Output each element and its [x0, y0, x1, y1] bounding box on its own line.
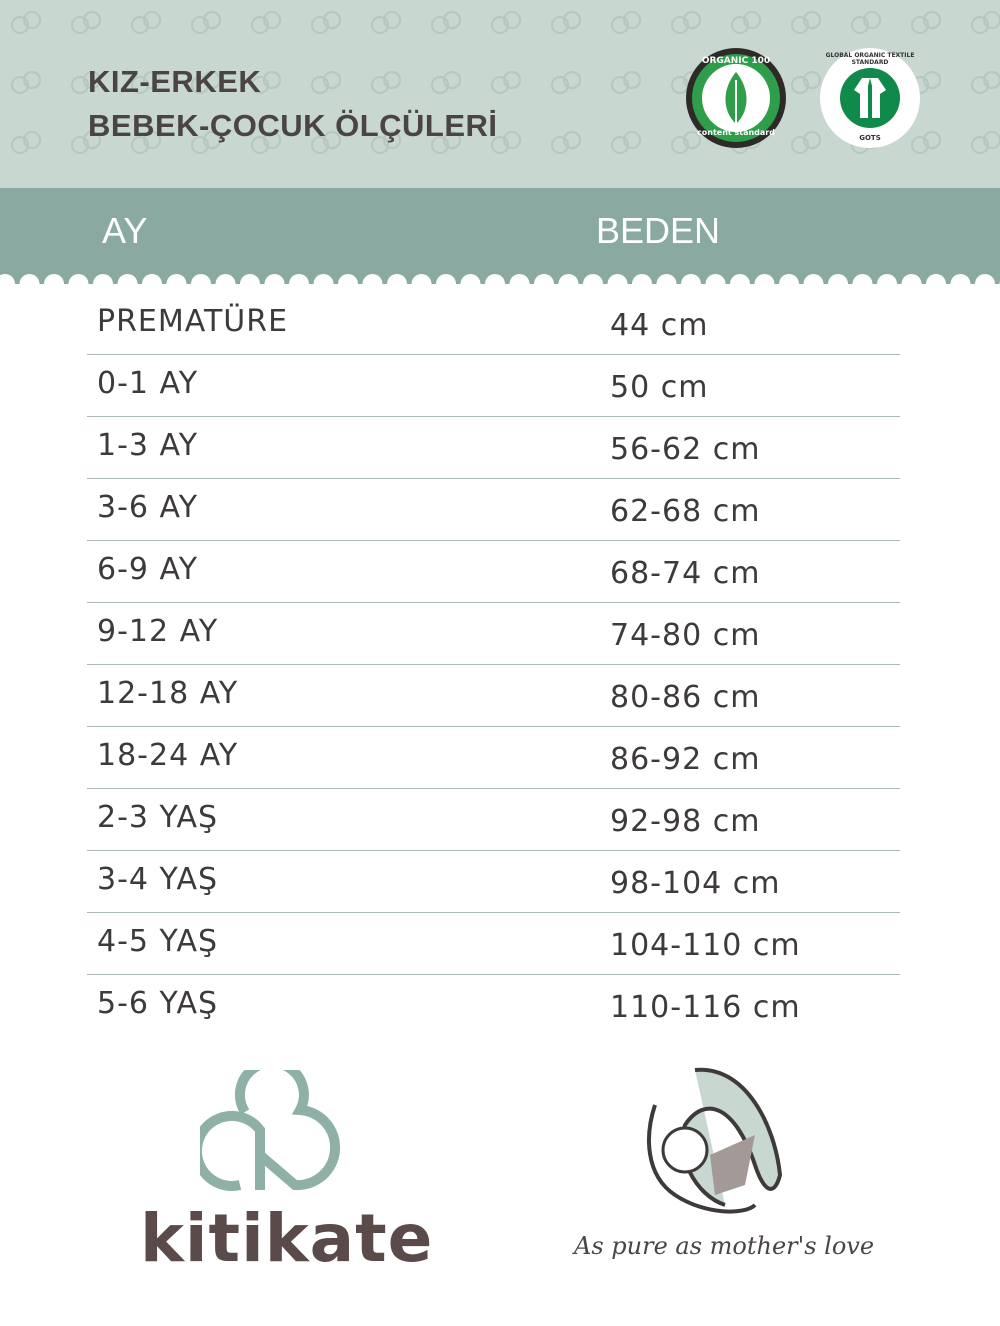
slogan: As pure as mother's love: [574, 1232, 875, 1260]
table-row: 0-1 AY 50 cm: [87, 354, 900, 417]
age-cell: 3-6 AY: [97, 490, 199, 525]
table-row: 4-5 YAŞ 104-110 cm: [87, 912, 900, 975]
age-cell: 9-12 AY: [97, 614, 219, 649]
scallop-edge: [0, 266, 1000, 284]
size-cell: 110-116 cm: [610, 990, 801, 1025]
table-row: 3-4 YAŞ 98-104 cm: [87, 850, 900, 913]
size-cell: 104-110 cm: [610, 928, 801, 963]
kitikate-cloud-logo: [200, 1070, 341, 1191]
table-row: 12-18 AY 80-86 cm: [87, 664, 900, 727]
size-cell: 44 cm: [610, 308, 709, 343]
size-cell: 56-62 cm: [610, 432, 761, 467]
table-row: 18-24 AY 86-92 cm: [87, 726, 900, 789]
title-line-2: BEBEK-ÇOCUK ÖLÇÜLERİ: [88, 108, 498, 143]
table-row: 2-3 YAŞ 92-98 cm: [87, 788, 900, 851]
age-cell: PREMATÜRE: [97, 304, 289, 339]
badge-text-top: ORGANIC 100: [701, 56, 771, 66]
page-title: KIZ-ERKEK BEBEK-ÇOCUK ÖLÇÜLERİ: [88, 60, 498, 148]
age-cell: 1-3 AY: [97, 428, 199, 463]
badge-text-bottom: GOTS: [859, 134, 881, 142]
size-cell: 74-80 cm: [610, 618, 761, 653]
size-cell: 92-98 cm: [610, 804, 761, 839]
shirt-icon: [854, 78, 886, 118]
age-cell: 12-18 AY: [97, 676, 239, 711]
title-line-1: KIZ-ERKEK: [88, 64, 262, 99]
leaf-icon: [725, 72, 747, 124]
size-cell: 80-86 cm: [610, 680, 761, 715]
brand-logo-text: kitikate: [140, 1200, 434, 1277]
age-cell: 6-9 AY: [97, 552, 199, 587]
size-cell: 68-74 cm: [610, 556, 761, 591]
mother-baby-illustration: [647, 1067, 783, 1214]
table-row: 9-12 AY 74-80 cm: [87, 602, 900, 665]
table-row: 5-6 YAŞ 110-116 cm: [87, 974, 900, 1036]
size-cell: 98-104 cm: [610, 866, 781, 901]
gots-badge: GLOBAL ORGANIC TEXTILE STANDARD GOTS: [820, 48, 920, 148]
age-cell: 5-6 YAŞ: [97, 986, 219, 1021]
age-cell: 2-3 YAŞ: [97, 800, 219, 835]
column-header-ay: AY: [102, 210, 148, 251]
size-cell: 86-92 cm: [610, 742, 761, 777]
table-row: PREMATÜRE 44 cm: [87, 292, 900, 355]
size-cell: 62-68 cm: [610, 494, 761, 529]
size-cell: 50 cm: [610, 370, 709, 405]
badge-text-bottom: content standard: [697, 128, 775, 137]
column-header-beden: BEDEN: [596, 210, 721, 251]
table-row: 1-3 AY 56-62 cm: [87, 416, 900, 479]
table-row: 3-6 AY 62-68 cm: [87, 478, 900, 541]
age-cell: 18-24 AY: [97, 738, 239, 773]
age-cell: 4-5 YAŞ: [97, 924, 219, 959]
header-banner: KIZ-ERKEK BEBEK-ÇOCUK ÖLÇÜLERİ ORGANIC 1…: [0, 0, 1000, 188]
badge-text-top: GLOBAL ORGANIC TEXTILE STANDARD: [825, 52, 915, 66]
age-cell: 3-4 YAŞ: [97, 862, 219, 897]
table-row: 6-9 AY 68-74 cm: [87, 540, 900, 603]
age-cell: 0-1 AY: [97, 366, 199, 401]
organic-100-badge: ORGANIC 100 content standard: [686, 48, 786, 148]
